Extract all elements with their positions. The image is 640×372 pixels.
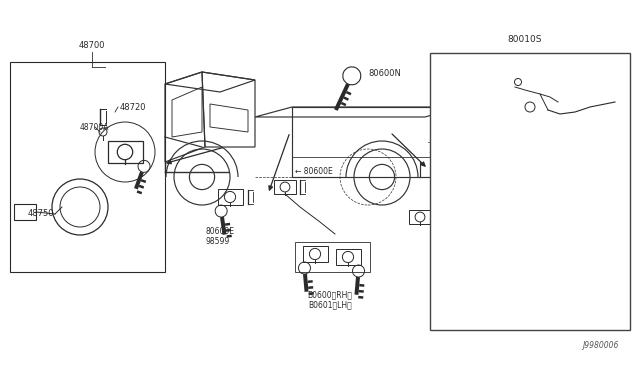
- Bar: [449, 105, 471, 119]
- FancyArrow shape: [308, 280, 313, 283]
- FancyArrow shape: [227, 235, 232, 238]
- FancyArrow shape: [226, 229, 231, 232]
- FancyArrow shape: [481, 205, 486, 208]
- FancyArrow shape: [355, 277, 360, 295]
- Text: 48720: 48720: [120, 103, 147, 112]
- FancyArrow shape: [308, 292, 314, 295]
- FancyArrow shape: [359, 284, 364, 287]
- Bar: [445, 190, 467, 204]
- Text: B0600（RH）: B0600（RH）: [307, 290, 353, 299]
- Text: ← 80600E: ← 80600E: [295, 167, 333, 176]
- FancyArrow shape: [448, 217, 452, 231]
- Bar: [108, 141, 143, 163]
- Text: 98599: 98599: [206, 237, 230, 246]
- Text: 48700A: 48700A: [80, 122, 109, 131]
- Bar: [14, 204, 36, 220]
- FancyArrow shape: [611, 107, 617, 122]
- Text: 80602（RH）: 80602（RH）: [482, 220, 527, 229]
- FancyArrow shape: [616, 114, 621, 117]
- FancyArrow shape: [346, 91, 351, 95]
- FancyArrow shape: [452, 224, 457, 226]
- Bar: [335, 249, 360, 265]
- Bar: [456, 169, 481, 185]
- FancyArrow shape: [452, 230, 457, 232]
- FancyArrow shape: [452, 236, 457, 238]
- FancyArrow shape: [613, 126, 619, 129]
- Text: J9980006: J9980006: [582, 341, 618, 350]
- Bar: [295, 242, 370, 272]
- FancyArrow shape: [560, 230, 565, 232]
- Text: 48750: 48750: [28, 209, 54, 218]
- FancyArrow shape: [141, 179, 147, 183]
- Text: 80600E: 80600E: [205, 227, 234, 236]
- FancyArrow shape: [134, 171, 144, 189]
- FancyArrow shape: [481, 211, 486, 214]
- Bar: [218, 189, 243, 205]
- Text: 48700: 48700: [79, 41, 105, 50]
- Bar: [409, 210, 431, 224]
- Bar: [590, 96, 610, 109]
- FancyArrow shape: [358, 290, 364, 293]
- Text: 80603（LH）: 80603（LH）: [482, 230, 525, 239]
- FancyArrow shape: [476, 199, 481, 217]
- Text: 80010S: 80010S: [508, 35, 542, 44]
- FancyArrow shape: [344, 96, 349, 101]
- FancyArrow shape: [358, 296, 364, 299]
- Bar: [303, 246, 328, 262]
- FancyArrow shape: [614, 120, 620, 123]
- FancyArrow shape: [136, 190, 142, 194]
- FancyArrow shape: [556, 217, 560, 231]
- FancyArrow shape: [139, 185, 144, 189]
- FancyArrow shape: [220, 217, 227, 235]
- Bar: [551, 190, 573, 204]
- FancyArrow shape: [482, 217, 487, 220]
- Text: B0601（LH）: B0601（LH）: [308, 300, 352, 309]
- Text: 90602: 90602: [431, 173, 458, 182]
- Bar: [430, 53, 630, 330]
- FancyArrow shape: [560, 236, 565, 238]
- Bar: [274, 180, 296, 194]
- FancyArrow shape: [303, 274, 308, 292]
- Bar: [10, 62, 165, 272]
- FancyArrow shape: [225, 223, 230, 226]
- FancyArrow shape: [560, 224, 565, 226]
- FancyArrow shape: [308, 286, 314, 289]
- FancyArrow shape: [341, 102, 346, 106]
- Text: 80600N: 80600N: [368, 70, 401, 78]
- FancyArrow shape: [334, 83, 350, 111]
